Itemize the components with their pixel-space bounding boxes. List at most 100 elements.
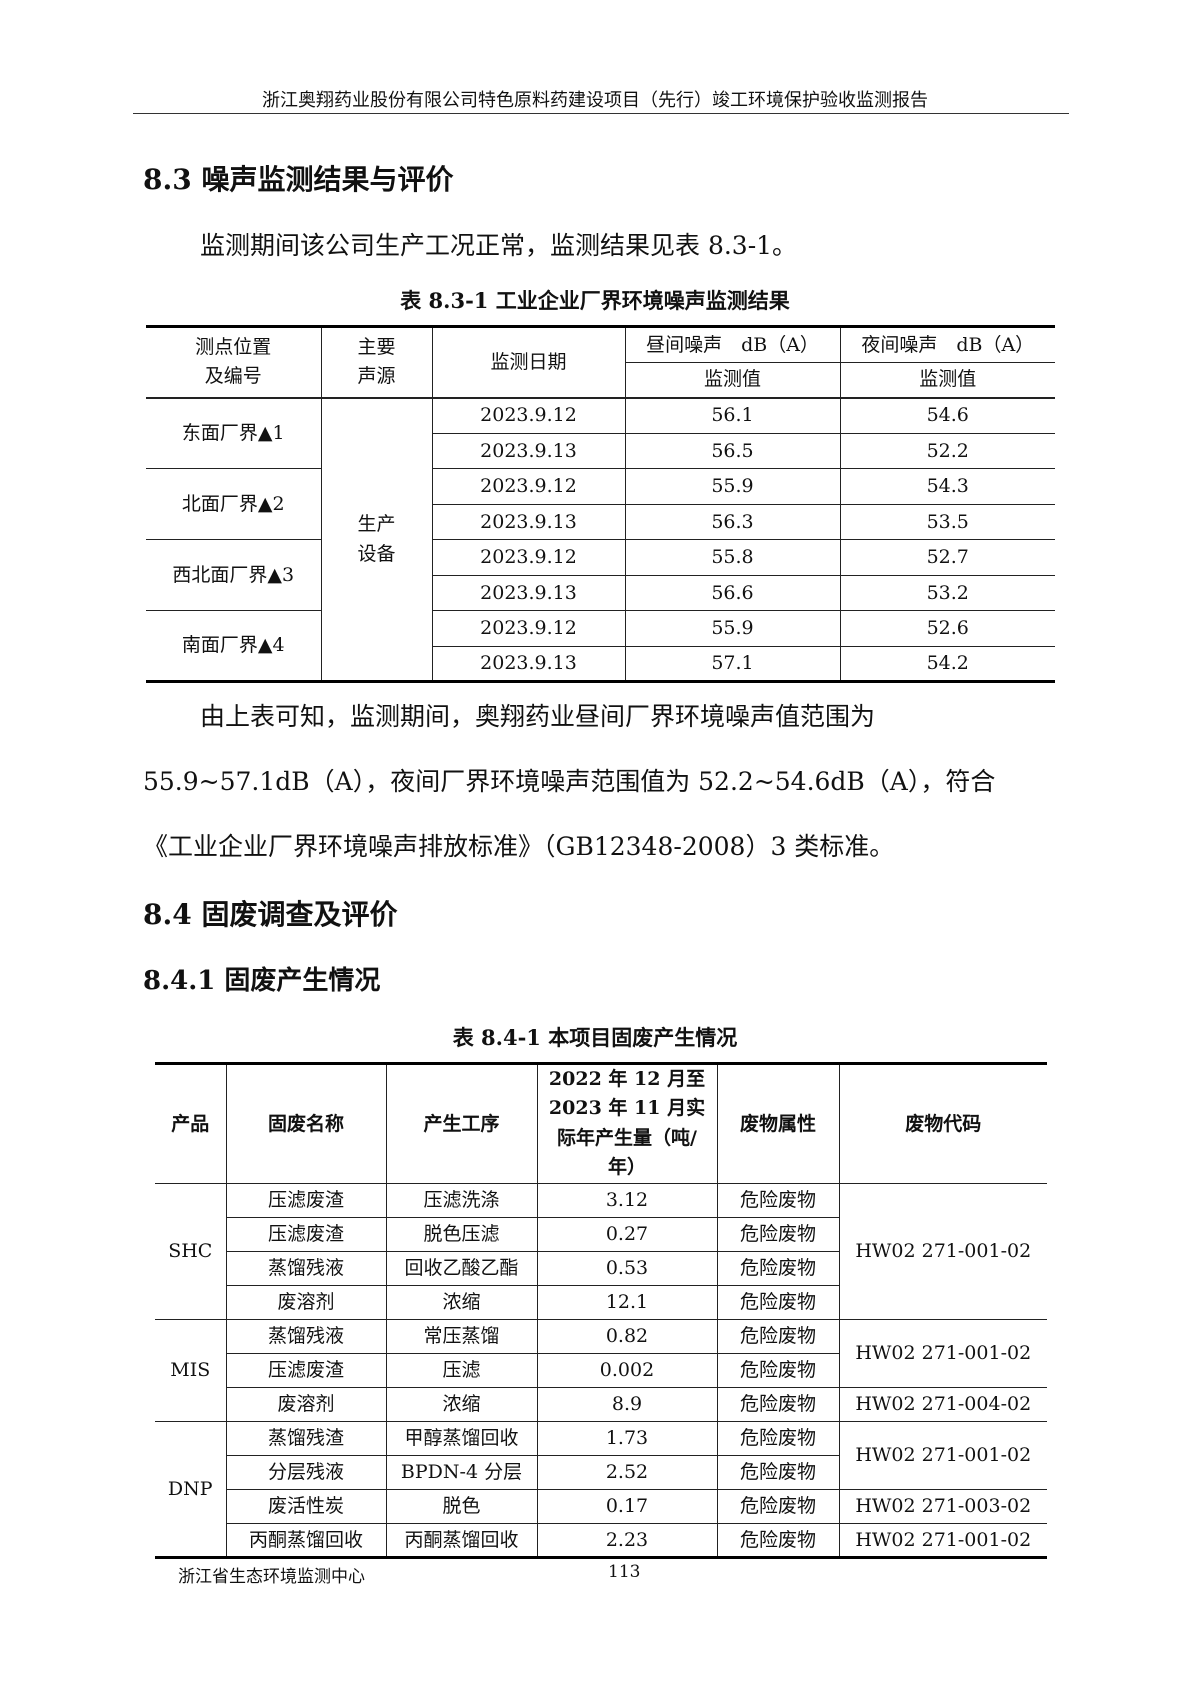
waste-name-cell: 蒸馏残渣 bbox=[225, 1420, 387, 1456]
waste-name-cell: 压滤废渣 bbox=[226, 1216, 387, 1252]
header-day-value: 监测值 bbox=[625, 361, 841, 398]
date-cell: 2023.9.13 bbox=[432, 574, 626, 611]
attribute-cell: 危险废物 bbox=[716, 1454, 839, 1490]
amount-cell: 8.9 bbox=[536, 1386, 718, 1422]
product-cell: SHC bbox=[155, 1182, 227, 1320]
table-row: 西北面厂界▲3 2023.9.12 55.8 52.7 bbox=[146, 539, 1055, 611]
table-row: 北面厂界▲2 2023.9.12 55.9 54.3 bbox=[146, 468, 1055, 540]
date-cell: 2023.9.13 bbox=[432, 503, 626, 540]
day-value-cell: 56.1 bbox=[624, 397, 841, 434]
day-value-cell: 56.6 bbox=[624, 574, 841, 611]
night-value-cell: 54.3 bbox=[839, 468, 1055, 505]
location-cell: 西北面厂界▲3 bbox=[146, 539, 322, 611]
header-location: 测点位置 及编号 bbox=[146, 326, 322, 398]
cell-line: 声源 bbox=[357, 365, 396, 388]
waste-name-cell: 蒸馏残液 bbox=[226, 1250, 387, 1286]
day-value-cell: 57.1 bbox=[624, 645, 841, 682]
waste-name-cell: 废活性炭 bbox=[226, 1488, 387, 1524]
attribute-cell: 危险废物 bbox=[716, 1420, 840, 1456]
section-8-3-intro: 监测期间该公司生产工况正常，监测结果见表 8.3-1。 bbox=[200, 231, 798, 260]
waste-name-cell: 蒸馏残液 bbox=[225, 1318, 387, 1354]
process-cell: 甲醇蒸馏回收 bbox=[385, 1420, 538, 1456]
attribute-cell: 危险废物 bbox=[716, 1250, 839, 1286]
attribute-cell: 危险废物 bbox=[716, 1284, 839, 1320]
cell-line: 测点位置 bbox=[195, 335, 272, 358]
header-source: 主要 声源 bbox=[320, 326, 433, 398]
process-cell: 丙酮蒸馏回收 bbox=[385, 1522, 538, 1558]
table-row: 废溶剂 浓缩 8.9 危险废物 HW02 271-004-02 bbox=[155, 1386, 1047, 1422]
amount-cell: 0.82 bbox=[536, 1318, 718, 1354]
night-value-cell: 53.2 bbox=[839, 574, 1055, 611]
conclusion-line-3: 《工业企业厂界环境噪声排放标准》（GB12348-2008）3 类标准。 bbox=[143, 832, 895, 861]
date-cell: 2023.9.13 bbox=[432, 645, 626, 682]
process-cell: 压滤洗涤 bbox=[385, 1182, 538, 1218]
amount-cell: 0.002 bbox=[536, 1352, 718, 1388]
waste-name-cell: 废溶剂 bbox=[226, 1284, 387, 1320]
product-cell: DNP bbox=[155, 1420, 227, 1558]
table-8-4-1-caption: 表 8.4-1 本项目固废产生情况 bbox=[452, 1025, 738, 1050]
table-row: 2023.9.13 56.5 52.2 bbox=[146, 432, 1055, 469]
waste-code-cell: HW02 271-001-02 bbox=[838, 1182, 1047, 1320]
header-night-value: 监测值 bbox=[839, 361, 1055, 398]
header-waste-attribute: 废物属性 bbox=[716, 1063, 840, 1184]
attribute-cell: 危险废物 bbox=[716, 1182, 840, 1218]
amount-cell: 1.73 bbox=[536, 1420, 718, 1456]
header-process: 产生工序 bbox=[385, 1063, 538, 1184]
table-row: MIS 蒸馏残液 常压蒸馏 0.82 危险废物 HW02 271-001-02 bbox=[155, 1318, 1047, 1422]
cell-line: 生产 bbox=[357, 512, 396, 535]
night-value-cell: 52.6 bbox=[839, 610, 1055, 647]
header-row: 产品 固废名称 产生工序 2022 年 12 月至 2023 年 11 月实际年产生量… bbox=[155, 1063, 1047, 1184]
waste-name-cell: 分层残液 bbox=[226, 1454, 387, 1490]
waste-code-cell: HW02 271-003-02 bbox=[838, 1488, 1047, 1524]
table-row: 压滤废渣 脱色压滤 0.27 危险废物 bbox=[155, 1216, 1047, 1252]
location-cell: 东面厂界▲1 bbox=[146, 397, 322, 469]
cell-line: 及编号 bbox=[204, 365, 262, 388]
day-value-cell: 55.9 bbox=[624, 468, 841, 505]
waste-name-cell: 压滤废渣 bbox=[226, 1352, 387, 1388]
process-cell: 回收乙酸乙酯 bbox=[385, 1250, 538, 1286]
day-value-cell: 55.9 bbox=[624, 610, 841, 647]
conclusion-line-2: 55.9~57.1dB（A），夜间厂界环境噪声范围值为 52.2~54.6dB（… bbox=[143, 767, 996, 796]
noise-monitoring-table: 测点位置 及编号 主要 声源 监测日期 昼间噪声 dB（A） 夜间噪声 dB（A） 监测值 监测… bbox=[146, 325, 1055, 683]
amount-cell: 0.53 bbox=[536, 1250, 718, 1286]
amount-cell: 0.27 bbox=[536, 1216, 718, 1252]
amount-cell: 2.52 bbox=[536, 1454, 718, 1490]
night-value-cell: 52.7 bbox=[839, 539, 1055, 576]
footer-org: 浙江省生态环境监测中心 bbox=[178, 1567, 365, 1587]
header-row: 测点位置 及编号 主要 声源 监测日期 昼间噪声 dB（A） 夜间噪声 dB（A） bbox=[146, 326, 1055, 398]
product-cell: MIS bbox=[155, 1318, 227, 1422]
header-night-noise: 夜间噪声 dB（A） bbox=[839, 326, 1055, 363]
process-cell: BPDN-4 分层 bbox=[385, 1454, 538, 1490]
amount-cell: 3.12 bbox=[536, 1182, 718, 1218]
waste-name-cell: 丙酮蒸馏回收 bbox=[226, 1522, 387, 1558]
waste-code-cell: HW02 271-004-02 bbox=[838, 1386, 1047, 1422]
night-value-cell: 52.2 bbox=[839, 432, 1055, 469]
header-waste-code: 废物代码 bbox=[838, 1063, 1047, 1184]
table-row: DNP 蒸馏残渣 甲醇蒸馏回收 1.73 危险废物 HW02 271-001-02 bbox=[155, 1420, 1047, 1558]
table-row: 蒸馏残液 回收乙酸乙酯 0.53 危险废物 bbox=[155, 1250, 1047, 1286]
date-cell: 2023.9.12 bbox=[431, 468, 626, 505]
night-value-cell: 54.6 bbox=[839, 397, 1055, 434]
amount-cell: 12.1 bbox=[536, 1284, 718, 1320]
table-row: 丙酮蒸馏回收 丙酮蒸馏回收 2.23 危险废物 HW02 271-001-02 bbox=[155, 1522, 1047, 1558]
table-row: 东面厂界▲1 生产 设备 2023.9.12 56.1 54.6 bbox=[146, 397, 1055, 682]
process-cell: 脱色压滤 bbox=[385, 1216, 538, 1252]
waste-code-cell: HW02 271-001-02 bbox=[838, 1420, 1047, 1490]
running-header: 浙江奥翔药业股份有限公司特色原料药建设项目（先行）竣工环境保护验收监测报告 bbox=[262, 90, 928, 111]
day-value-cell: 55.8 bbox=[624, 539, 841, 576]
amount-cell: 0.17 bbox=[536, 1488, 718, 1524]
night-value-cell: 53.5 bbox=[839, 503, 1055, 540]
process-cell: 浓缩 bbox=[385, 1386, 538, 1422]
night-value-cell: 54.2 bbox=[839, 645, 1055, 682]
header-product: 产品 bbox=[155, 1063, 227, 1184]
table-8-3-1-caption: 表 8.3-1 工业企业厂界环境噪声监测结果 bbox=[400, 288, 790, 313]
date-cell: 2023.9.13 bbox=[432, 432, 626, 469]
waste-code-cell: HW02 271-001-02 bbox=[838, 1318, 1047, 1388]
day-value-cell: 56.5 bbox=[624, 432, 841, 469]
process-cell: 压滤 bbox=[385, 1352, 538, 1388]
process-cell: 常压蒸馏 bbox=[385, 1318, 538, 1354]
cell-line: 主要 bbox=[357, 335, 396, 358]
solid-waste-table: 产品 固废名称 产生工序 2022 年 12 月至 2023 年 11 月实际年产生量… bbox=[155, 1062, 1047, 1559]
conclusion-line-1: 由上表可知，监测期间，奥翔药业昼间厂界环境噪声值范围为 bbox=[200, 702, 876, 731]
attribute-cell: 危险废物 bbox=[716, 1318, 840, 1354]
